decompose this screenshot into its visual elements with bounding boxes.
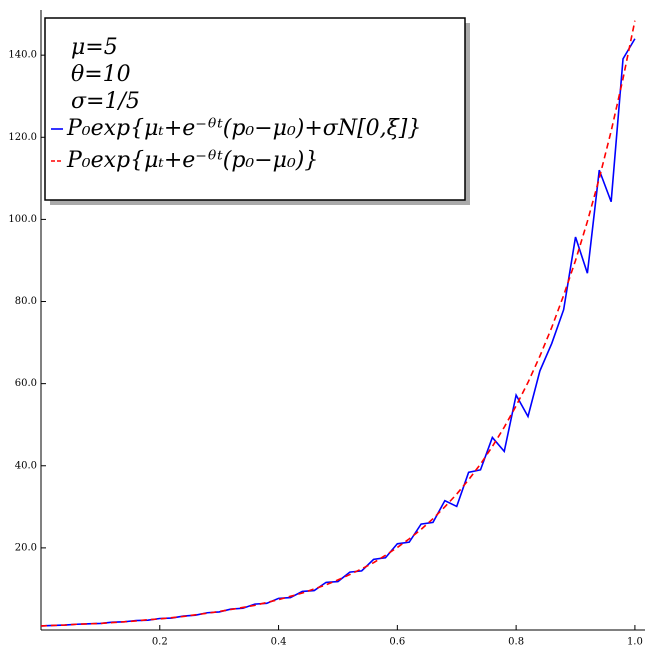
- series-line: [40, 20, 636, 627]
- legend-annotation: σ=1/5: [71, 89, 140, 114]
- y-tick-label: 120.0: [8, 132, 37, 143]
- x-tick-label: 0.8: [508, 637, 524, 648]
- y-tick-label: 60.0: [15, 378, 37, 389]
- legend-annotation: μ=5: [71, 35, 118, 60]
- x-tick-label: 0.6: [389, 637, 405, 648]
- legend: [44, 17, 466, 201]
- y-tick-label: 100.0: [8, 214, 37, 225]
- x-tick-label: 0.4: [271, 637, 287, 648]
- series-line: [40, 38, 636, 627]
- y-tick-label: 80.0: [15, 296, 37, 307]
- legend-annotation: θ=10: [71, 62, 131, 87]
- x-tick-label: 0.2: [152, 637, 168, 648]
- legend-label: P₀exp{μₜ+e⁻ᶿᵗ(p₀−μ₀)}: [66, 148, 318, 173]
- y-tick-label: 20.0: [15, 542, 37, 553]
- x-tick-label: 1.0: [627, 637, 643, 648]
- y-tick-label: 140.0: [8, 50, 37, 61]
- y-tick-label: 40.0: [15, 460, 37, 471]
- legend-label: P₀exp{μₜ+e⁻ᶿᵗ(p₀−μ₀)+σN[0,ξ]}: [66, 116, 421, 141]
